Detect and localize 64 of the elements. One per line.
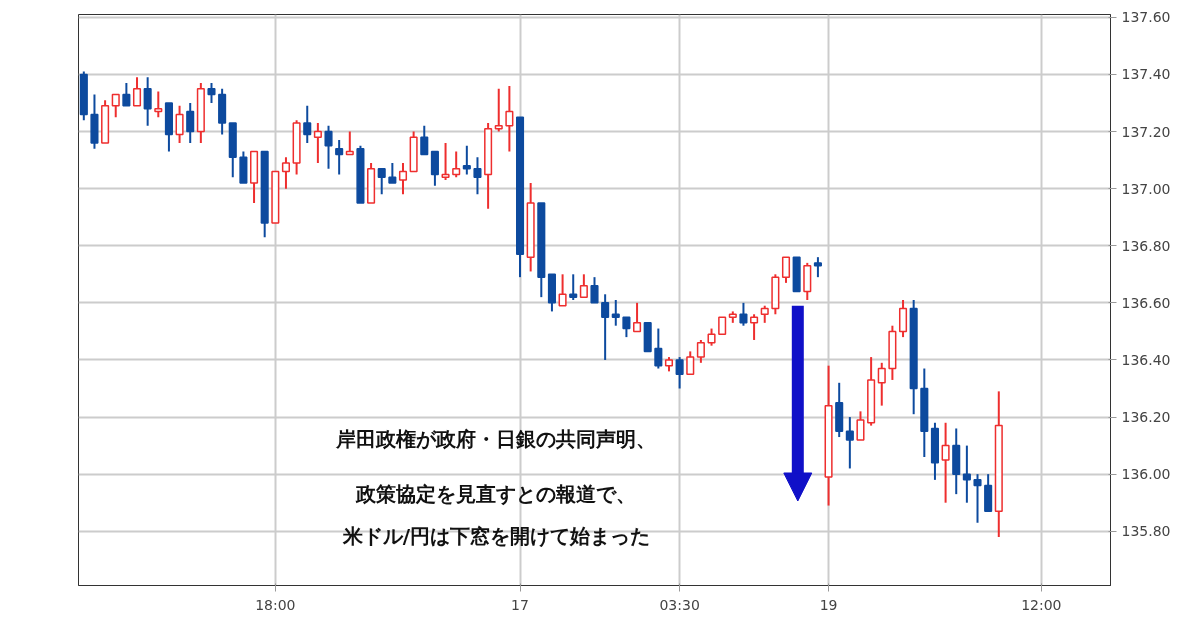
candlestick [462,144,471,176]
candlestick [281,156,291,190]
candlestick [207,82,216,104]
x-tick-label: 17 [511,596,529,613]
candlestick [324,124,333,170]
candlestick [813,256,822,279]
y-tick-label: 137.60 [1121,9,1171,26]
x-tick-label: 03:30 [659,596,700,613]
candlestick [377,167,386,196]
candlestick [452,150,461,179]
candlestick [186,102,195,144]
y-tick-label: 136.60 [1121,294,1171,311]
y-tick-label: 135.80 [1121,523,1171,540]
x-tick-label: 18:00 [255,596,296,613]
candlestick [654,327,663,370]
candlestick [941,421,950,504]
candlestick [388,161,397,184]
candlestick [898,299,908,339]
candlestick [111,93,120,119]
candlestick [622,316,631,339]
y-tick-label: 136.80 [1121,237,1171,254]
candlestick [845,416,854,470]
candlestick [505,84,514,153]
candlestick [441,141,450,182]
candlestick [303,104,312,144]
candlestick [601,293,610,361]
candlestick [132,76,142,107]
candlestick [313,121,322,164]
candlestick [962,444,971,504]
candlestick [856,410,865,441]
candlestick [569,273,578,301]
x-tick-label: 12:00 [1021,596,1062,613]
x-tick-label: 19 [819,596,838,613]
candlestick [420,124,429,156]
candlestick [558,273,567,307]
candlestick [494,87,503,133]
candlestick [750,313,759,341]
y-tick-label: 136.40 [1121,351,1171,368]
candlestick [590,276,599,304]
candlestick [398,161,408,196]
y-tick-label: 136.20 [1121,409,1171,426]
candlestick [335,139,344,176]
y-tick-label: 137.00 [1121,180,1171,197]
candlestick [781,256,791,284]
candlestick [579,273,588,299]
candlestick [175,104,184,144]
candlestick [345,130,354,156]
candlestick [739,301,748,327]
candlestick [611,299,620,327]
candlestick [430,150,439,187]
candlestick [154,90,163,119]
candlestick [877,361,886,407]
candlestick [122,82,131,107]
text: 岸田政権が政府・日銀の共同声明、政策協定を見直すとの報道で、米ドル/円は下窓を開けて始まった [336,427,657,548]
candlestick [686,350,695,376]
y-tick-label: 136.00 [1121,466,1171,483]
candlestick [675,356,684,390]
candlestick [473,156,482,196]
candlestick [696,338,705,364]
candlestick [633,301,642,333]
y-tick-label: 137.40 [1121,66,1171,83]
candlestick [973,473,982,524]
y-tick-label: 137.20 [1121,123,1171,140]
candlestick [143,76,152,127]
